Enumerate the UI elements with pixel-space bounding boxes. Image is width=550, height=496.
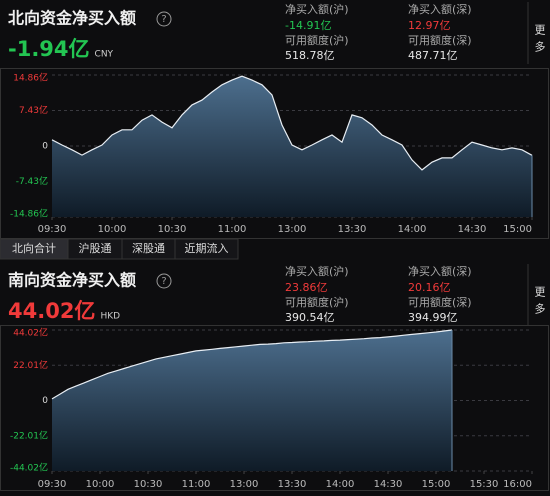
- x-tick-label: 13:30: [338, 224, 367, 235]
- x-tick-label: 10:00: [98, 224, 127, 235]
- stat-value: 12.97亿: [408, 19, 451, 32]
- currency: CNY: [95, 50, 114, 60]
- area: [52, 330, 452, 471]
- x-tick-label: 10:00: [86, 479, 115, 490]
- x-tick-label: 14:00: [398, 224, 427, 235]
- y-tick-label: -7.43亿: [16, 175, 48, 187]
- x-tick-label: 13:30: [278, 479, 307, 490]
- stat-label: 可用额度(深): [408, 295, 472, 309]
- stat-value: -14.91亿: [285, 19, 331, 32]
- stat-label: 净买入额(深): [408, 2, 472, 16]
- x-tick-label: 15:30: [470, 479, 499, 490]
- x-tick-label: 09:30: [38, 224, 67, 235]
- stat-label: 可用额度(深): [408, 33, 472, 47]
- x-tick-label: 16:00: [503, 479, 532, 490]
- x-tick-label: 11:00: [218, 224, 247, 235]
- x-tick-label: 14:30: [458, 224, 487, 235]
- tab-label[interactable]: 近期流入: [185, 241, 229, 255]
- stat-value: 518.78亿: [285, 49, 335, 62]
- x-tick-label: 10:30: [134, 479, 163, 490]
- y-tick-label: -14.86亿: [10, 208, 48, 220]
- y-tick-label: 44.02亿: [13, 327, 48, 339]
- stat-label: 可用额度(沪): [285, 295, 349, 309]
- y-tick-label: 0: [42, 396, 48, 406]
- area: [52, 76, 532, 217]
- y-tick-label: 0: [42, 142, 48, 152]
- x-tick-label: 09:30: [38, 479, 67, 490]
- panel-title: 南向资金净买入额: [8, 271, 136, 290]
- line: [51, 329, 453, 400]
- x-tick-label: 15:00: [503, 224, 532, 235]
- stat-label: 可用额度(沪): [285, 33, 349, 47]
- help-icon[interactable]: [156, 11, 172, 27]
- y-tick-label: 22.01亿: [13, 359, 48, 371]
- net-value: 44.02亿: [8, 299, 95, 323]
- x-tick-label: 13:00: [278, 224, 307, 235]
- stat-value: 394.99亿: [408, 311, 458, 324]
- stat-label: 净买入额(沪): [285, 264, 349, 278]
- x-tick-label: 14:00: [326, 479, 355, 490]
- panel-title: 北向资金净买入额: [8, 9, 136, 28]
- help-mark: ?: [161, 276, 166, 287]
- x-tick-label: 15:00: [422, 479, 451, 490]
- line: [51, 75, 533, 171]
- stat-value: 487.71亿: [408, 49, 458, 62]
- tab-label[interactable]: 深股通: [132, 242, 165, 255]
- more-link[interactable]: 更多: [533, 286, 546, 320]
- x-tick-label: 14:30: [374, 479, 403, 490]
- tab-label[interactable]: 沪股通: [79, 241, 112, 255]
- y-tick-label: -22.01亿: [10, 429, 48, 441]
- x-tick-label: 13:00: [230, 479, 259, 490]
- currency: HKD: [100, 312, 120, 322]
- help-icon[interactable]: [156, 273, 172, 289]
- chart-frame: [0, 325, 549, 491]
- chart-frame: [0, 68, 549, 239]
- y-tick-label: 14.86亿: [13, 72, 48, 84]
- x-tick-label: 10:30: [158, 224, 187, 235]
- stat-value: 23.86亿: [285, 281, 328, 294]
- stat-label: 净买入额(深): [408, 264, 472, 278]
- net-value: -1.94亿: [8, 37, 90, 61]
- tab-label[interactable]: 北向合计: [12, 241, 56, 255]
- x-tick-label: 11:00: [182, 479, 211, 490]
- y-tick-label: 7.43亿: [19, 104, 48, 116]
- stat-label: 净买入额(沪): [285, 2, 349, 16]
- stat-value: 390.54亿: [285, 311, 335, 324]
- y-tick-label: -44.02亿: [10, 462, 48, 474]
- more-link[interactable]: 更多: [533, 24, 546, 58]
- help-mark: ?: [161, 14, 166, 25]
- stat-value: 20.16亿: [408, 281, 451, 294]
